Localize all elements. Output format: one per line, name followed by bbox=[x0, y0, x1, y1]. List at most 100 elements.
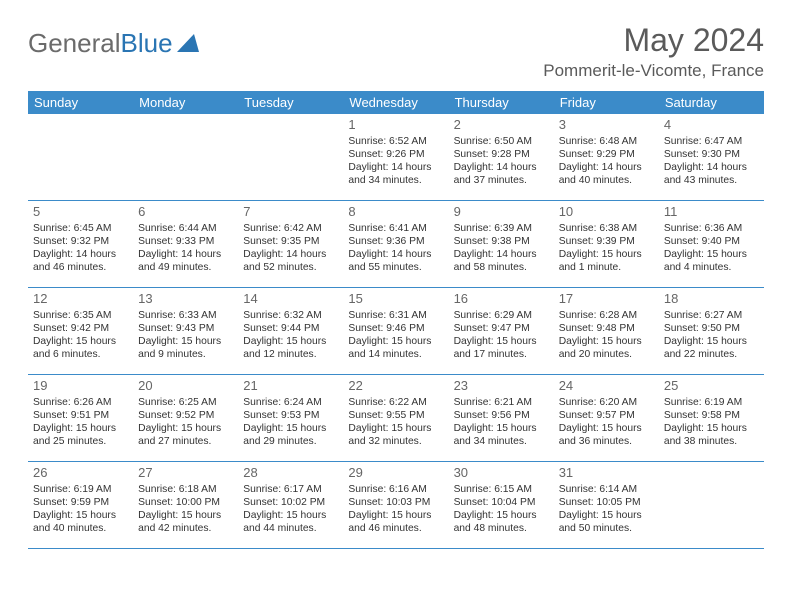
day-header-cell: Sunday bbox=[28, 91, 133, 114]
day-number: 13 bbox=[138, 291, 233, 308]
sunset-text: Sunset: 9:35 PM bbox=[243, 235, 338, 248]
daylight-text: Daylight: 15 hours and 34 minutes. bbox=[454, 422, 549, 448]
daylight-text: Daylight: 14 hours and 52 minutes. bbox=[243, 248, 338, 274]
sunrise-text: Sunrise: 6:14 AM bbox=[559, 483, 654, 496]
day-cell: 6Sunrise: 6:44 AMSunset: 9:33 PMDaylight… bbox=[133, 201, 238, 287]
sunset-text: Sunset: 10:02 PM bbox=[243, 496, 338, 509]
sunrise-text: Sunrise: 6:32 AM bbox=[243, 309, 338, 322]
sunrise-text: Sunrise: 6:39 AM bbox=[454, 222, 549, 235]
sunset-text: Sunset: 9:28 PM bbox=[454, 148, 549, 161]
logo-text-blue: Blue bbox=[121, 28, 173, 59]
daylight-text: Daylight: 15 hours and 40 minutes. bbox=[33, 509, 128, 535]
sunrise-text: Sunrise: 6:24 AM bbox=[243, 396, 338, 409]
sunrise-text: Sunrise: 6:15 AM bbox=[454, 483, 549, 496]
daylight-text: Daylight: 14 hours and 46 minutes. bbox=[33, 248, 128, 274]
week-row: 5Sunrise: 6:45 AMSunset: 9:32 PMDaylight… bbox=[28, 201, 764, 288]
sunrise-text: Sunrise: 6:50 AM bbox=[454, 135, 549, 148]
daylight-text: Daylight: 14 hours and 37 minutes. bbox=[454, 161, 549, 187]
day-cell: 18Sunrise: 6:27 AMSunset: 9:50 PMDayligh… bbox=[659, 288, 764, 374]
sunrise-text: Sunrise: 6:48 AM bbox=[559, 135, 654, 148]
daylight-text: Daylight: 14 hours and 40 minutes. bbox=[559, 161, 654, 187]
day-number: 30 bbox=[454, 465, 549, 482]
day-header-cell: Thursday bbox=[449, 91, 554, 114]
day-cell: 22Sunrise: 6:22 AMSunset: 9:55 PMDayligh… bbox=[343, 375, 448, 461]
day-cell bbox=[133, 114, 238, 200]
sunrise-text: Sunrise: 6:18 AM bbox=[138, 483, 233, 496]
sunrise-text: Sunrise: 6:41 AM bbox=[348, 222, 443, 235]
sunset-text: Sunset: 9:50 PM bbox=[664, 322, 759, 335]
day-number: 26 bbox=[33, 465, 128, 482]
sunset-text: Sunset: 9:48 PM bbox=[559, 322, 654, 335]
header: GeneralBlue May 2024 Pommerit-le-Vicomte… bbox=[28, 22, 764, 81]
daylight-text: Daylight: 14 hours and 55 minutes. bbox=[348, 248, 443, 274]
sunrise-text: Sunrise: 6:33 AM bbox=[138, 309, 233, 322]
day-cell: 4Sunrise: 6:47 AMSunset: 9:30 PMDaylight… bbox=[659, 114, 764, 200]
sunrise-text: Sunrise: 6:17 AM bbox=[243, 483, 338, 496]
day-cell: 30Sunrise: 6:15 AMSunset: 10:04 PMDaylig… bbox=[449, 462, 554, 548]
sunset-text: Sunset: 9:26 PM bbox=[348, 148, 443, 161]
day-cell: 26Sunrise: 6:19 AMSunset: 9:59 PMDayligh… bbox=[28, 462, 133, 548]
daylight-text: Daylight: 15 hours and 48 minutes. bbox=[454, 509, 549, 535]
sunrise-text: Sunrise: 6:35 AM bbox=[33, 309, 128, 322]
day-number: 8 bbox=[348, 204, 443, 221]
sunrise-text: Sunrise: 6:28 AM bbox=[559, 309, 654, 322]
week-row: 1Sunrise: 6:52 AMSunset: 9:26 PMDaylight… bbox=[28, 114, 764, 201]
day-cell: 1Sunrise: 6:52 AMSunset: 9:26 PMDaylight… bbox=[343, 114, 448, 200]
day-number: 20 bbox=[138, 378, 233, 395]
sunrise-text: Sunrise: 6:22 AM bbox=[348, 396, 443, 409]
sunrise-text: Sunrise: 6:26 AM bbox=[33, 396, 128, 409]
sunrise-text: Sunrise: 6:19 AM bbox=[33, 483, 128, 496]
sunrise-text: Sunrise: 6:19 AM bbox=[664, 396, 759, 409]
title-block: May 2024 Pommerit-le-Vicomte, France bbox=[543, 22, 764, 81]
day-header-cell: Tuesday bbox=[238, 91, 343, 114]
sunset-text: Sunset: 9:36 PM bbox=[348, 235, 443, 248]
day-cell: 31Sunrise: 6:14 AMSunset: 10:05 PMDaylig… bbox=[554, 462, 659, 548]
daylight-text: Daylight: 14 hours and 58 minutes. bbox=[454, 248, 549, 274]
day-cell: 29Sunrise: 6:16 AMSunset: 10:03 PMDaylig… bbox=[343, 462, 448, 548]
day-number: 7 bbox=[243, 204, 338, 221]
sunset-text: Sunset: 10:05 PM bbox=[559, 496, 654, 509]
sunset-text: Sunset: 9:39 PM bbox=[559, 235, 654, 248]
daylight-text: Daylight: 15 hours and 32 minutes. bbox=[348, 422, 443, 448]
day-cell: 13Sunrise: 6:33 AMSunset: 9:43 PMDayligh… bbox=[133, 288, 238, 374]
sunset-text: Sunset: 9:32 PM bbox=[33, 235, 128, 248]
day-cell: 14Sunrise: 6:32 AMSunset: 9:44 PMDayligh… bbox=[238, 288, 343, 374]
location: Pommerit-le-Vicomte, France bbox=[543, 61, 764, 81]
day-number: 4 bbox=[664, 117, 759, 134]
sunrise-text: Sunrise: 6:52 AM bbox=[348, 135, 443, 148]
sunset-text: Sunset: 9:40 PM bbox=[664, 235, 759, 248]
sunset-text: Sunset: 9:51 PM bbox=[33, 409, 128, 422]
day-number: 17 bbox=[559, 291, 654, 308]
day-number: 9 bbox=[454, 204, 549, 221]
sunset-text: Sunset: 9:57 PM bbox=[559, 409, 654, 422]
day-header-cell: Saturday bbox=[659, 91, 764, 114]
week-row: 12Sunrise: 6:35 AMSunset: 9:42 PMDayligh… bbox=[28, 288, 764, 375]
sunrise-text: Sunrise: 6:21 AM bbox=[454, 396, 549, 409]
day-number: 5 bbox=[33, 204, 128, 221]
daylight-text: Daylight: 14 hours and 43 minutes. bbox=[664, 161, 759, 187]
sunrise-text: Sunrise: 6:36 AM bbox=[664, 222, 759, 235]
day-cell: 15Sunrise: 6:31 AMSunset: 9:46 PMDayligh… bbox=[343, 288, 448, 374]
week-row: 26Sunrise: 6:19 AMSunset: 9:59 PMDayligh… bbox=[28, 462, 764, 549]
daylight-text: Daylight: 15 hours and 38 minutes. bbox=[664, 422, 759, 448]
day-number: 21 bbox=[243, 378, 338, 395]
logo-triangle-icon bbox=[177, 28, 199, 59]
day-number: 27 bbox=[138, 465, 233, 482]
daylight-text: Daylight: 15 hours and 12 minutes. bbox=[243, 335, 338, 361]
day-cell bbox=[659, 462, 764, 548]
day-number: 29 bbox=[348, 465, 443, 482]
sunrise-text: Sunrise: 6:42 AM bbox=[243, 222, 338, 235]
sunrise-text: Sunrise: 6:47 AM bbox=[664, 135, 759, 148]
calendar: SundayMondayTuesdayWednesdayThursdayFrid… bbox=[28, 91, 764, 549]
day-cell: 25Sunrise: 6:19 AMSunset: 9:58 PMDayligh… bbox=[659, 375, 764, 461]
day-number: 18 bbox=[664, 291, 759, 308]
calendar-page: GeneralBlue May 2024 Pommerit-le-Vicomte… bbox=[0, 0, 792, 559]
day-number: 22 bbox=[348, 378, 443, 395]
month-title: May 2024 bbox=[543, 22, 764, 59]
logo-text-general: General bbox=[28, 28, 121, 59]
sunset-text: Sunset: 9:55 PM bbox=[348, 409, 443, 422]
daylight-text: Daylight: 15 hours and 42 minutes. bbox=[138, 509, 233, 535]
daylight-text: Daylight: 15 hours and 27 minutes. bbox=[138, 422, 233, 448]
daylight-text: Daylight: 15 hours and 6 minutes. bbox=[33, 335, 128, 361]
day-number: 16 bbox=[454, 291, 549, 308]
